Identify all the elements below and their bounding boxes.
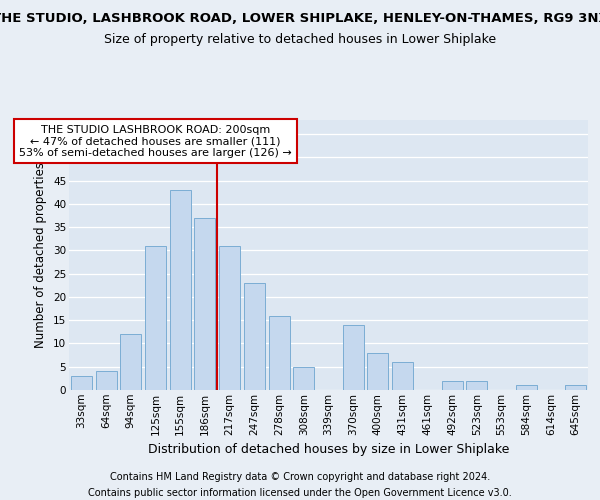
Bar [244,283,265,390]
Bar [269,316,290,390]
Bar [466,380,487,390]
X-axis label: Distribution of detached houses by size in Lower Shiplake: Distribution of detached houses by size … [148,443,509,456]
Bar [71,376,92,390]
Text: Contains public sector information licensed under the Open Government Licence v3: Contains public sector information licen… [88,488,512,498]
Bar [293,366,314,390]
Bar [516,386,537,390]
Bar [343,325,364,390]
Text: THE STUDIO, LASHBROOK ROAD, LOWER SHIPLAKE, HENLEY-ON-THAMES, RG9 3NX: THE STUDIO, LASHBROOK ROAD, LOWER SHIPLA… [0,12,600,26]
Bar [442,380,463,390]
Bar [392,362,413,390]
Bar [95,372,116,390]
Text: Contains HM Land Registry data © Crown copyright and database right 2024.: Contains HM Land Registry data © Crown c… [110,472,490,482]
Y-axis label: Number of detached properties: Number of detached properties [34,162,47,348]
Text: Size of property relative to detached houses in Lower Shiplake: Size of property relative to detached ho… [104,32,496,46]
Text: THE STUDIO LASHBROOK ROAD: 200sqm
← 47% of detached houses are smaller (111)
53%: THE STUDIO LASHBROOK ROAD: 200sqm ← 47% … [19,124,292,158]
Bar [219,246,240,390]
Bar [145,246,166,390]
Bar [170,190,191,390]
Bar [367,353,388,390]
Bar [565,386,586,390]
Bar [194,218,215,390]
Bar [120,334,141,390]
